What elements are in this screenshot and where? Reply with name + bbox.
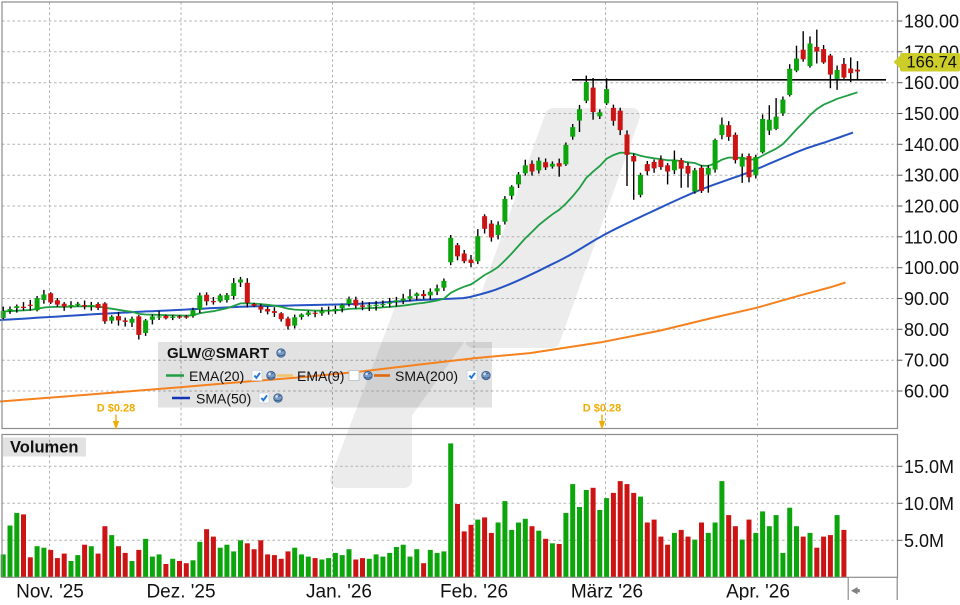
svg-text:90.00: 90.00 — [904, 289, 949, 309]
svg-text:80.00: 80.00 — [904, 320, 949, 340]
svg-text:180.00: 180.00 — [904, 12, 959, 32]
svg-text:Nov. '25: Nov. '25 — [16, 582, 84, 601]
svg-text:SMA(50): SMA(50) — [196, 391, 251, 407]
svg-text:EMA(9): EMA(9) — [297, 368, 344, 384]
svg-text:15.0M: 15.0M — [904, 457, 954, 477]
svg-text:130.00: 130.00 — [904, 166, 959, 186]
svg-text:60.00: 60.00 — [904, 382, 949, 402]
svg-text:140.00: 140.00 — [904, 135, 959, 155]
svg-text:110.00: 110.00 — [904, 227, 958, 247]
svg-text:70.00: 70.00 — [904, 351, 949, 371]
svg-text:Feb. '26: Feb. '26 — [440, 582, 508, 601]
svg-text:Dez. '25: Dez. '25 — [146, 582, 215, 601]
svg-text:120.00: 120.00 — [904, 197, 959, 217]
svg-text:Jan. '26: Jan. '26 — [306, 582, 372, 601]
svg-text:EMA(20): EMA(20) — [189, 368, 244, 384]
svg-text:10.0M: 10.0M — [904, 494, 954, 514]
svg-text:Volumen: Volumen — [10, 439, 78, 457]
svg-text:100.00: 100.00 — [904, 258, 959, 278]
svg-text:D $0.28: D $0.28 — [97, 403, 136, 415]
svg-text:5.0M: 5.0M — [904, 531, 944, 551]
svg-text:März '26: März '26 — [571, 582, 643, 601]
svg-text:D $0.28: D $0.28 — [583, 403, 622, 415]
svg-text:160.00: 160.00 — [904, 73, 959, 93]
svg-text:150.00: 150.00 — [904, 104, 959, 124]
svg-text:Apr. '26: Apr. '26 — [726, 582, 790, 601]
svg-text:SMA(200): SMA(200) — [395, 368, 458, 384]
svg-text:166.74: 166.74 — [907, 54, 957, 72]
svg-text:GLW@SMART: GLW@SMART — [167, 345, 269, 362]
